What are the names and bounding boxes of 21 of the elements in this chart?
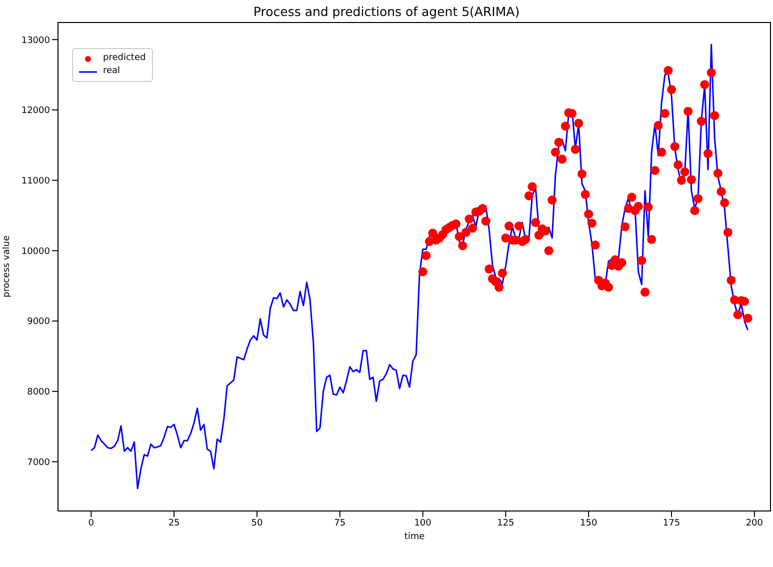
x-tick-label: 50	[251, 518, 263, 528]
legend-label: predicted	[103, 52, 146, 65]
x-tick-label: 175	[662, 518, 680, 528]
x-tick-label: 100	[414, 518, 432, 528]
y-tick-label: 10000	[21, 246, 50, 257]
x-tick-label: 25	[168, 518, 180, 528]
y-axis-title: process value	[2, 235, 12, 298]
x-tick-label: 150	[580, 518, 598, 528]
y-tick-label: 11000	[21, 176, 50, 187]
chart-title: Process and predictions of agent 5(ARIMA)	[252, 4, 521, 19]
y-tick-label: 8000	[27, 388, 50, 398]
x-tick-label: 75	[334, 518, 346, 528]
x-tick-label: 0	[88, 518, 94, 528]
y-tick-label: 9000	[27, 317, 50, 328]
y-tick-label: 7000	[27, 458, 50, 468]
y-tick-label: 13000	[21, 36, 50, 46]
y-tick-label: 12000	[21, 106, 50, 116]
x-axis-title: time	[404, 532, 426, 542]
x-tick-label: 200	[746, 518, 764, 528]
x-tick-label: 125	[497, 518, 514, 528]
legend-label: real	[103, 65, 120, 78]
